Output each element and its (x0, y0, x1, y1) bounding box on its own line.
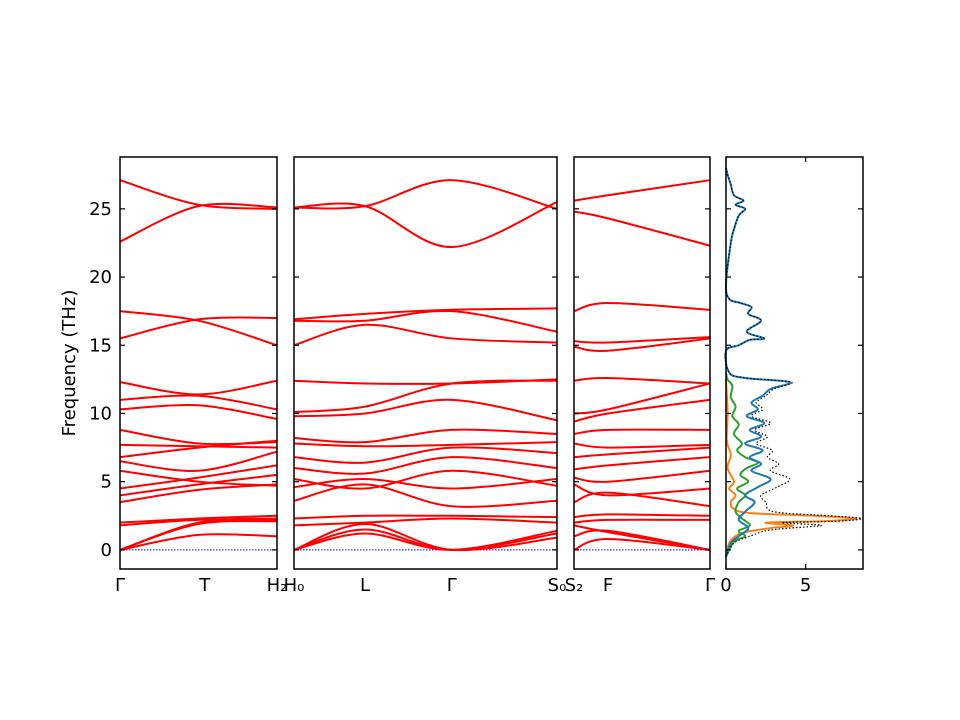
phonon-band (573, 301, 711, 313)
phonon-band (119, 450, 278, 472)
x-tick-label: L (360, 575, 370, 596)
phonon-band (293, 529, 558, 551)
phonon-band (119, 514, 278, 524)
y-tick-label: 5 (101, 472, 112, 493)
phonon-band (573, 537, 711, 551)
phonon-band (573, 336, 711, 344)
phonon-band (293, 201, 558, 249)
phonon-band (293, 378, 558, 385)
x-tick-label: Γ (115, 575, 125, 596)
x-tick-label: S₂ (565, 575, 584, 596)
phonon-band (293, 398, 558, 422)
dos-partial-curve (724, 167, 792, 558)
phonon-band (119, 379, 278, 396)
phonon-band (293, 379, 558, 414)
phonon-band (573, 337, 711, 352)
phonon-band (573, 483, 711, 497)
x-tick-label: F (603, 575, 613, 596)
x-tick-label: H₀ (284, 575, 305, 596)
phonon-band (293, 469, 558, 490)
phonon-band (573, 513, 711, 519)
phonon-band (573, 469, 711, 483)
x-tick-label: H₂ (267, 575, 288, 596)
phonon-band (573, 376, 711, 385)
phonon-band (293, 528, 558, 551)
phonon-band (119, 483, 278, 504)
x-tick-label: T (198, 575, 211, 596)
phonon-band (119, 310, 278, 347)
phonon-band (573, 491, 711, 508)
panel-frame (573, 156, 711, 570)
x-tick-label: Γ (705, 575, 715, 596)
phonon-band (573, 398, 711, 423)
y-tick-label: 25 (89, 199, 112, 220)
phonon-band (293, 179, 558, 210)
phonon-band (293, 514, 558, 520)
phonon-band (573, 456, 711, 471)
phonon-band (293, 323, 558, 347)
y-tick-label: 15 (89, 335, 112, 356)
y-axis-label: Frequency (THz) (59, 290, 80, 437)
dos-partial-curve (725, 379, 858, 557)
phonon-band (119, 473, 278, 497)
band-panel-1: 0 5 10 15 20 25 Γ T H₂ (89, 156, 288, 596)
phonon-band (293, 456, 558, 475)
dos-frame (725, 156, 864, 570)
dos-total-curve (724, 167, 863, 558)
phonon-band (293, 441, 558, 448)
phonon-band (119, 403, 278, 420)
phonon-band (119, 394, 278, 411)
phonon-band (119, 179, 278, 210)
phonon-band (293, 309, 558, 333)
phonon-band (573, 210, 711, 247)
panel-frame (119, 156, 278, 570)
phonon-band (573, 518, 711, 524)
band-panel-3: S₂ F Γ (565, 156, 715, 596)
y-tick-label: 20 (89, 267, 112, 288)
x-tick-label: 5 (800, 575, 811, 596)
phonon-band (573, 442, 711, 449)
phonon-band (119, 469, 278, 487)
y-tick-label: 10 (89, 403, 112, 424)
phonon-band (573, 179, 711, 202)
phonon-band (573, 446, 711, 459)
panel-frame (293, 156, 558, 570)
phonon-band (293, 517, 558, 527)
phonon-band (293, 483, 558, 508)
phonon-band (119, 533, 278, 551)
phonon-band (293, 477, 558, 490)
phonon-band (119, 316, 278, 340)
dos-partial-curve (725, 372, 759, 558)
phonon-band (293, 307, 558, 321)
phonon-band (573, 524, 711, 551)
phonon-band (293, 522, 558, 552)
phonon-band (293, 428, 558, 444)
phonon-band (119, 202, 278, 243)
x-tick-label: 0 (720, 575, 731, 596)
phonon-band (573, 428, 711, 435)
phonon-band (573, 382, 711, 415)
x-tick-label: Γ (447, 575, 457, 596)
phonon-band (119, 443, 278, 449)
phonon-band (119, 518, 278, 527)
y-tick-label: 0 (101, 540, 112, 561)
x-tick-label: S₀ (548, 575, 567, 596)
phonon-band (119, 464, 278, 490)
band-panel-2: H₀ L Γ S₀ (284, 156, 567, 596)
phonon-band (119, 428, 278, 446)
phonon-band (119, 520, 278, 551)
phonon-band (293, 446, 558, 464)
